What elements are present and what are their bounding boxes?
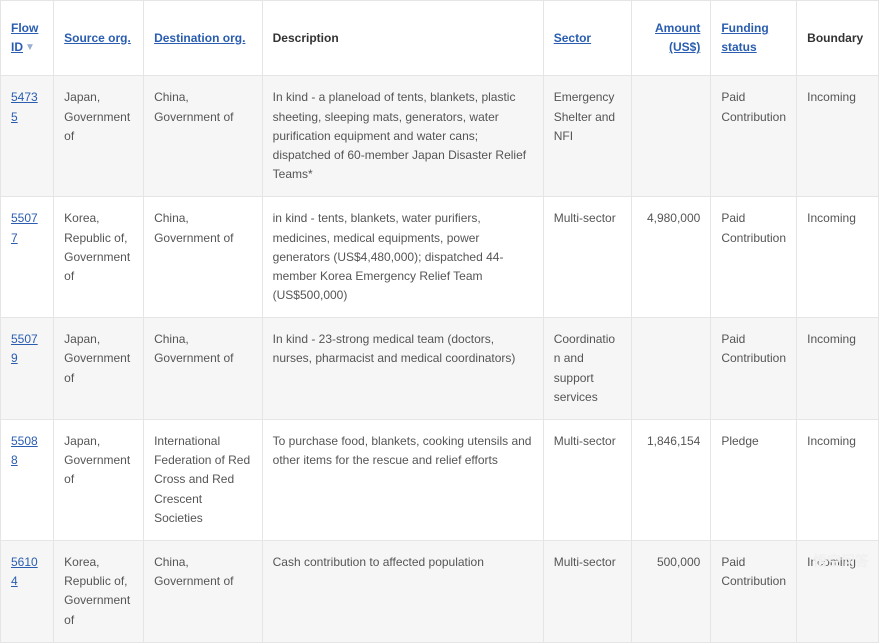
flow-id-link[interactable]: 55079 xyxy=(11,332,38,365)
cell-funding-status: Pledge xyxy=(711,420,797,541)
col-header-label: Amount (US$) xyxy=(655,21,700,54)
col-header-boundary: Boundary xyxy=(797,1,879,76)
cell-destination-org: China, Government of xyxy=(144,76,263,197)
table-row: 55088 Japan, Government ofInternational F… xyxy=(1,420,879,541)
cell-flow-id: 54735 xyxy=(1,76,54,197)
col-header-flow-id[interactable]: Flow ID▼ xyxy=(1,1,54,76)
col-header-label: Funding status xyxy=(721,21,768,54)
flow-id-link[interactable]: 55088 xyxy=(11,434,38,467)
table-row: 55077 Korea, Republic of, Government ofCh… xyxy=(1,197,879,318)
cell-destination-org: China, Government of xyxy=(144,318,263,420)
table-row: 56104 Korea, Republic of, Government ofCh… xyxy=(1,540,879,642)
col-header-label: Boundary xyxy=(807,31,863,45)
cell-source-org: Korea, Republic of, Government of xyxy=(54,540,144,642)
cell-boundary: Incoming xyxy=(797,76,879,197)
cell-flow-id: 55088 xyxy=(1,420,54,541)
cell-destination-org: China, Government of xyxy=(144,197,263,318)
table-row: 55079 Japan, Government ofChina, Governme… xyxy=(1,318,879,420)
table-row: 54735 Japan, Government ofChina, Governme… xyxy=(1,76,879,197)
cell-funding-status: Paid Contribution xyxy=(711,318,797,420)
cell-amount: 1,846,154 xyxy=(631,420,711,541)
col-header-amount[interactable]: Amount (US$) xyxy=(631,1,711,76)
table-body: 54735Japan, Government ofChina, Governme… xyxy=(1,76,879,642)
cell-source-org: Japan, Government of xyxy=(54,76,144,197)
cell-description: in kind - tents, blankets, water purifie… xyxy=(262,197,543,318)
cell-description: In kind - 23-strong medical team (doctor… xyxy=(262,318,543,420)
cell-funding-status: Paid Contribution xyxy=(711,197,797,318)
cell-source-org: Japan, Government of xyxy=(54,420,144,541)
cell-amount xyxy=(631,76,711,197)
cell-boundary: Incoming xyxy=(797,420,879,541)
cell-destination-org: China, Government of xyxy=(144,540,263,642)
sort-desc-icon: ▼ xyxy=(25,40,35,56)
cell-sector: Multi-sector xyxy=(543,420,631,541)
cell-boundary: Incoming xyxy=(797,197,879,318)
cell-flow-id: 55079 xyxy=(1,318,54,420)
cell-flow-id: 56104 xyxy=(1,540,54,642)
cell-description: Cash contribution to affected population xyxy=(262,540,543,642)
flow-id-link[interactable]: 54735 xyxy=(11,90,38,123)
cell-funding-status: Paid Contribution xyxy=(711,540,797,642)
cell-sector: Multi-sector xyxy=(543,540,631,642)
cell-destination-org: International Federation of Red Cross an… xyxy=(144,420,263,541)
cell-amount: 4,980,000 xyxy=(631,197,711,318)
cell-description: In kind - a planeload of tents, blankets… xyxy=(262,76,543,197)
col-header-label: Source org. xyxy=(64,31,131,45)
cell-amount xyxy=(631,318,711,420)
col-header-funding-status[interactable]: Funding status xyxy=(711,1,797,76)
cell-sector: Emergency Shelter and NFI xyxy=(543,76,631,197)
col-header-source-org[interactable]: Source org. xyxy=(54,1,144,76)
col-header-sector[interactable]: Sector xyxy=(543,1,631,76)
cell-boundary: Incoming xyxy=(797,540,879,642)
cell-amount: 500,000 xyxy=(631,540,711,642)
cell-source-org: Japan, Government of xyxy=(54,318,144,420)
col-header-label: Sector xyxy=(554,31,591,45)
cell-sector: Multi-sector xyxy=(543,197,631,318)
col-header-label: Destination org. xyxy=(154,31,245,45)
cell-flow-id: 55077 xyxy=(1,197,54,318)
flow-id-link[interactable]: 56104 xyxy=(11,555,38,588)
table-header-row: Flow ID▼ Source org. Destination org. De… xyxy=(1,1,879,76)
cell-sector: Coordination and support services xyxy=(543,318,631,420)
funding-flows-table: Flow ID▼ Source org. Destination org. De… xyxy=(0,0,879,643)
col-header-destination-org[interactable]: Destination org. xyxy=(144,1,263,76)
cell-description: To purchase food, blankets, cooking uten… xyxy=(262,420,543,541)
flow-id-link[interactable]: 55077 xyxy=(11,211,38,244)
cell-boundary: Incoming xyxy=(797,318,879,420)
col-header-label: Description xyxy=(273,31,339,45)
cell-source-org: Korea, Republic of, Government of xyxy=(54,197,144,318)
col-header-description: Description xyxy=(262,1,543,76)
cell-funding-status: Paid Contribution xyxy=(711,76,797,197)
